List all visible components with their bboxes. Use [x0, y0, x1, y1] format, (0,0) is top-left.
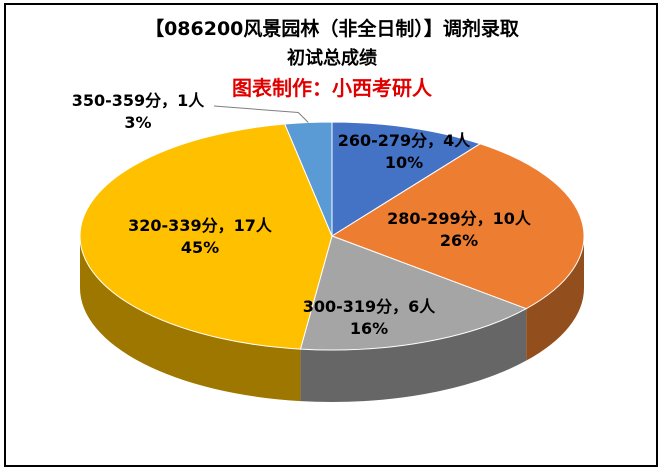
chart-credit: 图表制作：小西考研人	[232, 76, 432, 100]
data-label-3: 320-339分，17人 45%	[128, 216, 273, 257]
data-label-4: 350-359分，1人 3%	[72, 91, 206, 132]
leader-line	[213, 105, 309, 123]
pie-side-1	[526, 236, 584, 361]
pie-slice-0	[331, 121, 482, 237]
chart-title: 【086200风景园林（非全日制）】调剂录取	[145, 18, 519, 40]
pie-slice-1	[330, 143, 585, 310]
pie-side-3	[80, 236, 301, 402]
data-label-2: 300-319分，6人 16%	[303, 297, 437, 338]
data-label-0: 260-279分，4人 10%	[338, 131, 472, 172]
pie-slice-3	[79, 123, 333, 350]
pie-slice-2	[299, 235, 528, 351]
data-label-1: 280-299分，10人 26%	[387, 209, 532, 250]
chart-subtitle: 初试总成绩	[287, 48, 377, 69]
